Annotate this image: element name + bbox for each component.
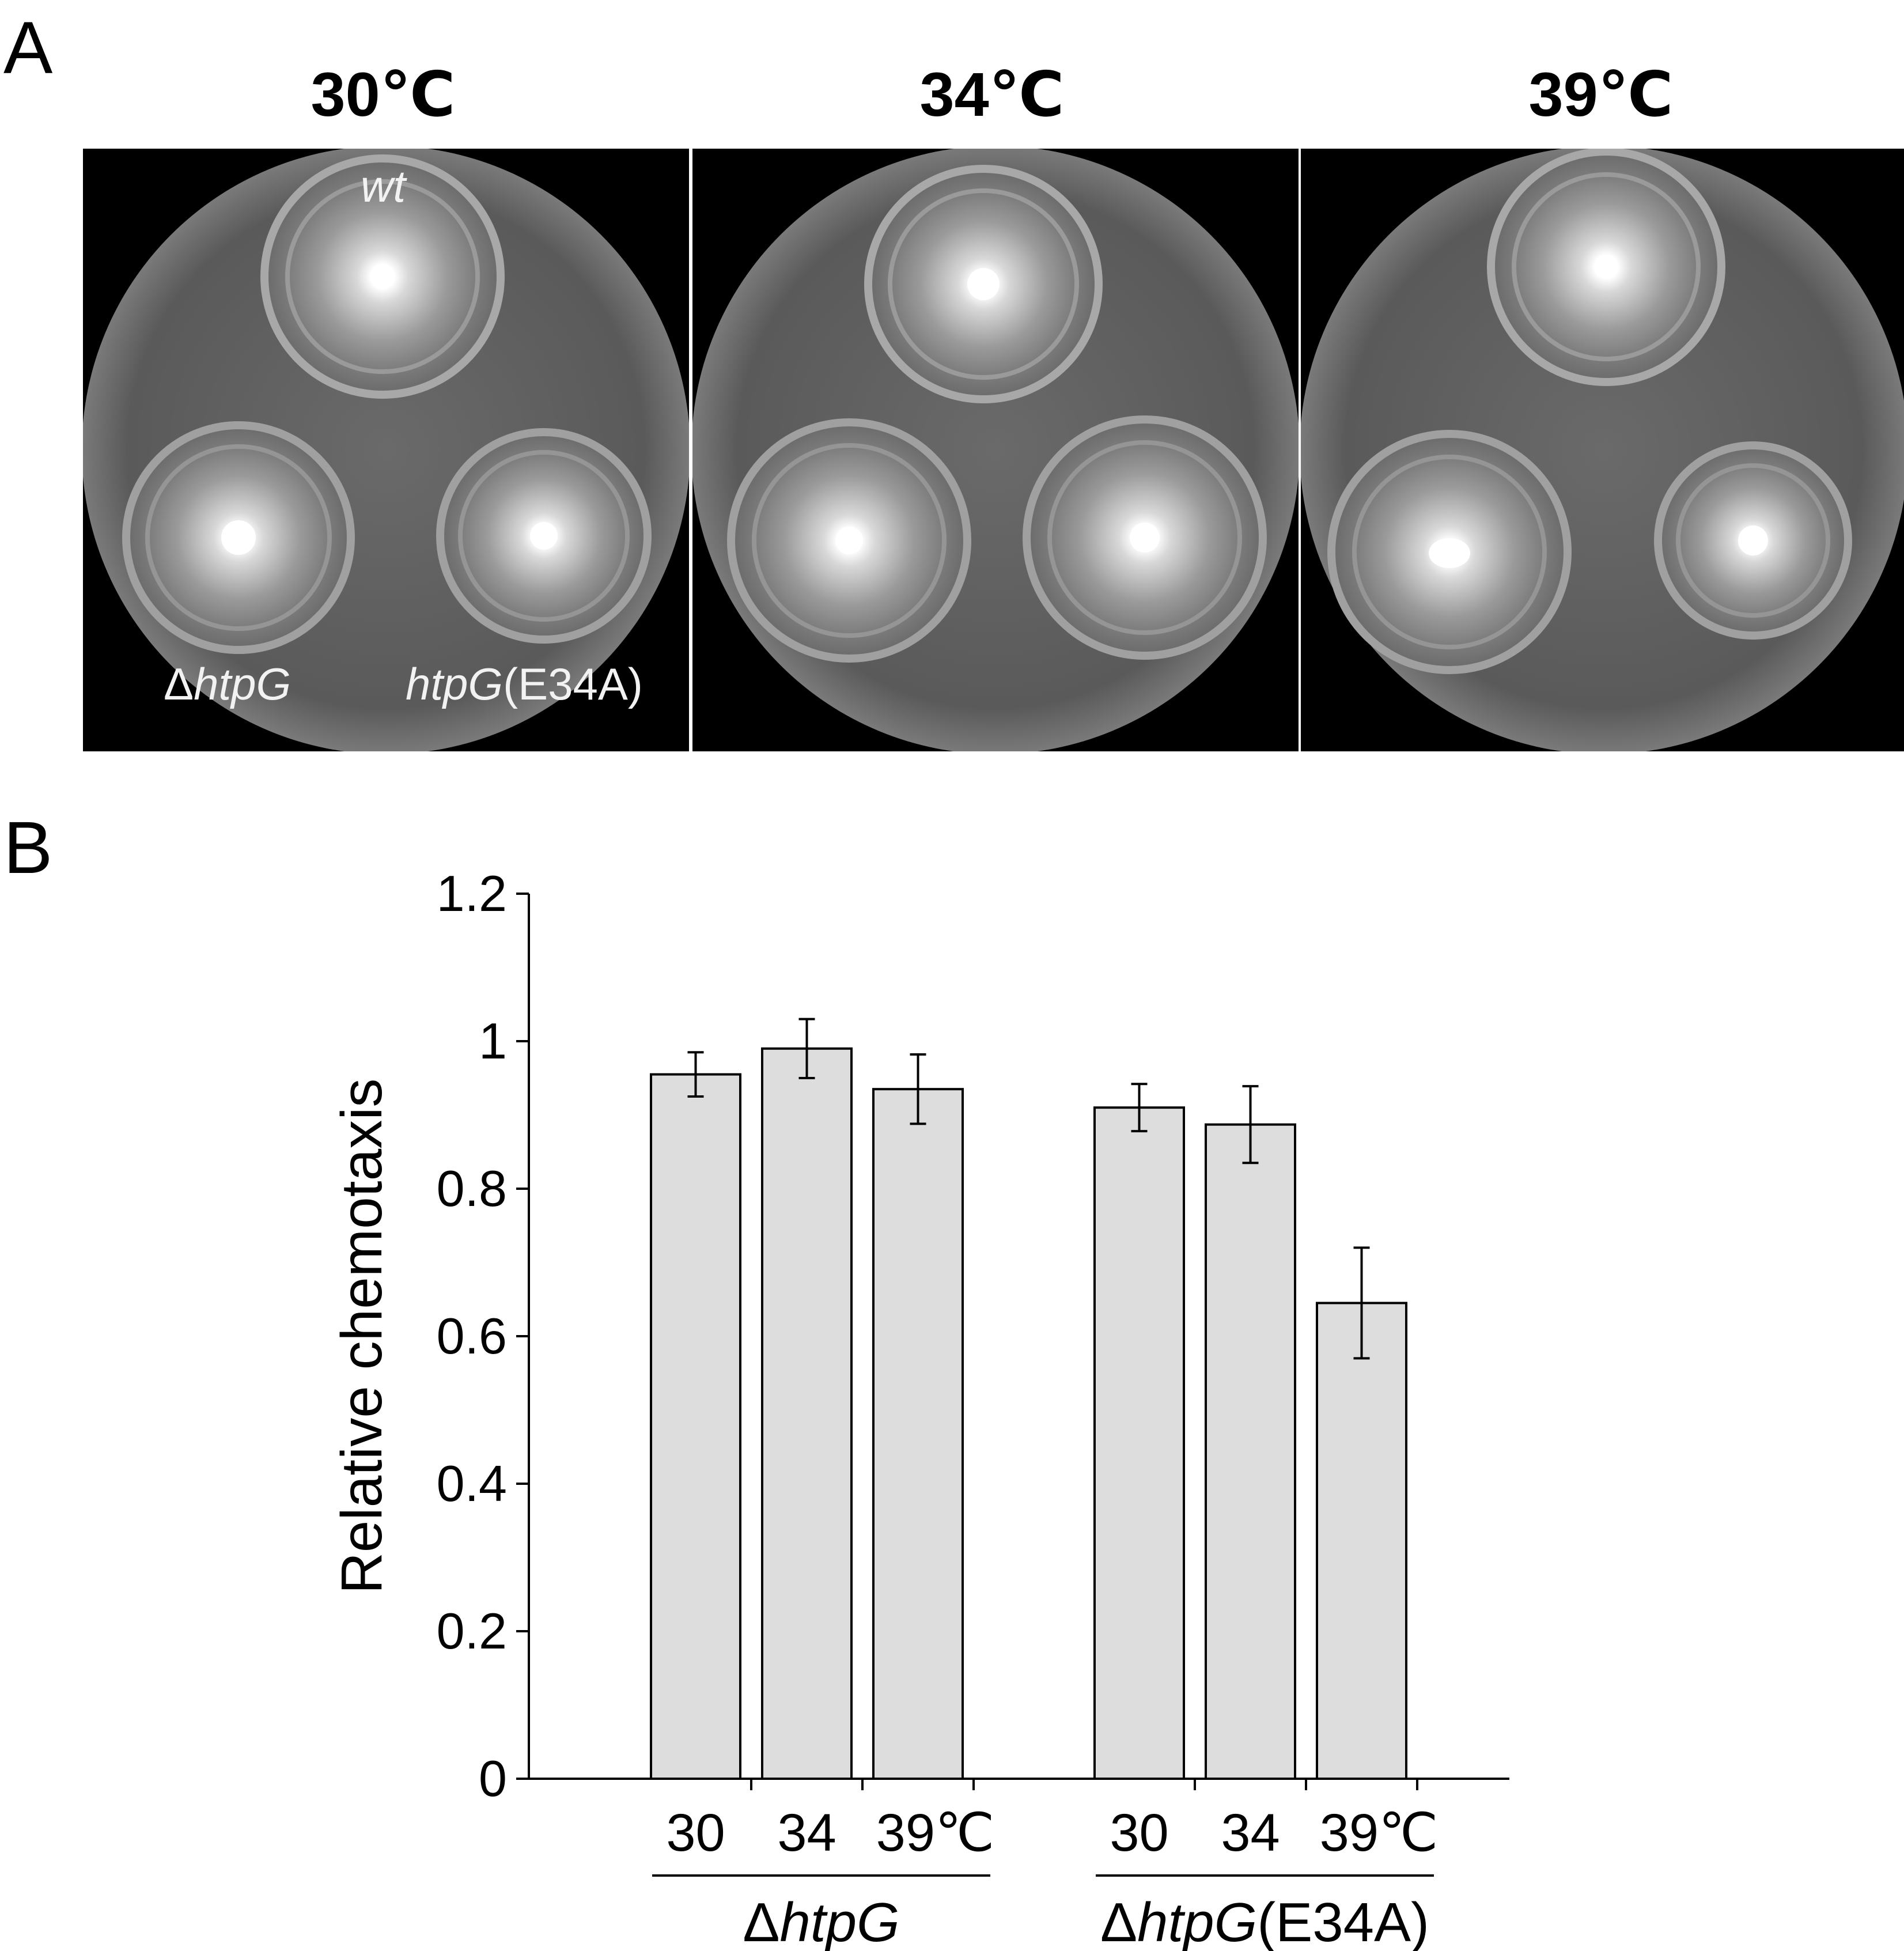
y-tick-label: 0.4 (437, 1455, 507, 1512)
label-htpg-e34a: htpG(E34A) (406, 659, 643, 709)
bar (1093, 1106, 1185, 1780)
x-category-label: 34 (777, 1803, 836, 1862)
bar (761, 1047, 853, 1780)
x-category-label: 30 (1110, 1803, 1168, 1862)
y-tick-label: 0.8 (437, 1160, 507, 1217)
plate-image-30 (83, 149, 689, 751)
x-category-label: 30 (666, 1803, 725, 1862)
plate-title-39: 39℃ (1528, 59, 1674, 129)
plate-image-39 (1301, 149, 1904, 751)
y-tick-label: 0 (479, 1750, 507, 1807)
y-tick-label: 0.6 (437, 1307, 507, 1364)
x-category-label: 39℃ (876, 1803, 995, 1862)
group-label: ΔhtpG (743, 1892, 899, 1951)
swarm-plate-30: wt ΔhtpG htpG(E34A) (83, 149, 689, 751)
swarm-plate-34 (692, 149, 1299, 751)
label-wt: wt (361, 161, 406, 211)
swarm-plate-39 (1301, 149, 1904, 751)
chart-labels: 0 0.2 0.4 0.6 0.8 1 1.2 Relative chemotaxis 30 34… (330, 865, 1438, 1951)
panel-letter-a: A (3, 7, 53, 89)
y-tick-label: 1 (479, 1012, 507, 1069)
panel-letter-b: B (3, 807, 53, 889)
plate-title-30: 30℃ (311, 59, 456, 129)
chart-bars (650, 1018, 1407, 1780)
y-axis-label: Relative chemotaxis (330, 1079, 394, 1594)
plate-image-34 (692, 149, 1299, 751)
bar (1205, 1123, 1296, 1780)
bar (872, 1088, 964, 1780)
x-category-label: 34 (1221, 1803, 1280, 1862)
bar (650, 1073, 741, 1780)
bar (1316, 1302, 1407, 1780)
label-delta-htpg: ΔhtpG (164, 659, 292, 709)
y-tick-label: 0.2 (437, 1602, 507, 1659)
y-tick-label: 1.2 (437, 865, 507, 922)
plate-title-34: 34℃ (919, 59, 1065, 129)
group-label: ΔhtpG(E34A) (1100, 1892, 1429, 1951)
x-category-label: 39℃ (1320, 1803, 1439, 1862)
